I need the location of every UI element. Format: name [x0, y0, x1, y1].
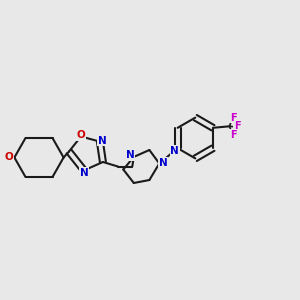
- Text: N: N: [80, 168, 88, 178]
- Text: O: O: [4, 152, 14, 163]
- Text: N: N: [98, 136, 107, 146]
- Text: N: N: [158, 158, 167, 168]
- Text: F: F: [230, 130, 236, 140]
- Text: F: F: [234, 121, 240, 131]
- Text: N: N: [170, 146, 179, 156]
- Text: O: O: [76, 130, 85, 140]
- Text: F: F: [230, 113, 236, 123]
- Text: N: N: [126, 150, 135, 161]
